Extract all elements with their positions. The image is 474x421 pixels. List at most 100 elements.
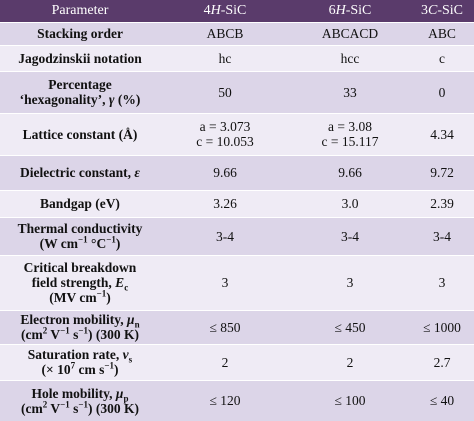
header-cell: 6H-SiC — [290, 0, 410, 22]
cell-line: ≤ 120 — [209, 393, 241, 409]
text-piece: Hole mobility, — [31, 385, 116, 401]
parameter-cell: Thermal conductivity (W cm−1 °C−1) — [0, 216, 160, 255]
cell-line: Jagodzinskii notation — [18, 50, 142, 66]
cell-line: ≤ 40 — [429, 393, 455, 409]
cell-line: 9.66 — [338, 165, 362, 180]
parameter-cell: Electron mobility, μn (cm2 V−1 s−1) (300 … — [0, 309, 160, 344]
value-cell: ABCB — [160, 21, 290, 45]
text-piece: cm s — [75, 362, 105, 377]
value-cell: 50 — [160, 70, 290, 113]
text-piece: V — [47, 327, 61, 342]
value-cell: 33 — [290, 70, 410, 113]
cell-line: (× 107 cm s−1) — [2, 361, 158, 377]
text-piece: s — [69, 400, 79, 416]
subscript: c — [124, 282, 129, 293]
value-cell: 9.72 — [410, 154, 474, 190]
parameter-cell: Saturation rate, vs (× 107 cm s−1) — [0, 343, 160, 380]
table-row: Lattice constant (Å) a = 3.073 c = 10.053 a… — [0, 112, 474, 155]
value-cell: ≤ 120 — [160, 379, 290, 421]
cell-line: 4.34 — [430, 126, 454, 142]
text-piece: s — [69, 327, 79, 342]
cell-line: field strength, Ec — [2, 275, 158, 293]
text-piece: Electron mobility, — [20, 312, 128, 327]
value-cell: 3 — [410, 254, 474, 310]
cell-line: ABCB — [206, 26, 244, 41]
value-cell: 3-4 — [290, 216, 410, 255]
table-row: Stacking order ABCB ABCACD ABC — [0, 21, 474, 45]
text-piece: -SiC — [345, 3, 372, 19]
italic-piece: μ — [127, 312, 135, 327]
value-cell: ≤ 1000 — [410, 309, 474, 344]
superscript: −1 — [78, 325, 89, 336]
cell-line: 50 — [218, 84, 232, 100]
superscript: −1 — [60, 325, 70, 336]
superscript: −1 — [78, 234, 88, 245]
parameter-cell: Jagodzinskii notation — [0, 44, 160, 71]
cell-line: ≤ 450 — [334, 319, 366, 335]
text-piece: -SiC — [220, 3, 247, 19]
cell-line: Electron mobility, μn — [2, 312, 158, 329]
value-cell: 2.7 — [410, 343, 474, 380]
cell-line: 4H-SiC — [162, 3, 288, 18]
cell-line: (cm2 V−1 s−1) (300 K) — [2, 399, 158, 416]
cell-line: c — [439, 50, 445, 66]
cell-line: Bandgap (eV) — [40, 196, 120, 211]
parameter-cell: Stacking order — [0, 21, 160, 45]
value-cell: ≤ 100 — [290, 379, 410, 421]
superscript: −1 — [106, 234, 116, 245]
cell-line: 3C-SiC — [412, 3, 472, 18]
parameter-cell: Critical breakdown field strength, Ec (MV … — [0, 254, 160, 310]
text-piece: ‘hexagonality’, — [19, 92, 109, 107]
value-cell: ABCACD — [290, 21, 410, 45]
value-cell: 2 — [290, 343, 410, 380]
text-piece: ) — [113, 362, 119, 377]
italic-piece: H — [335, 3, 346, 19]
value-cell: 3 — [290, 254, 410, 310]
parameter-cell: Lattice constant (Å) — [0, 112, 160, 155]
cell-line: Thermal conductivity — [17, 221, 143, 236]
value-cell: 9.66 — [160, 154, 290, 190]
cell-line: c = 10.053 — [196, 134, 254, 149]
cell-line: 33 — [343, 84, 357, 100]
text-piece: Dielectric constant, — [20, 165, 135, 180]
superscript: 2 — [42, 325, 48, 336]
header-cell: Parameter — [0, 0, 160, 22]
text-piece: °C — [87, 236, 107, 251]
italic-piece: E — [115, 275, 125, 290]
value-cell: 3-4 — [160, 216, 290, 255]
table-header: Parameter 4H-SiC 6H-SiC 3C-SiC — [0, 0, 474, 22]
text-piece: ) — [115, 236, 121, 251]
cell-line: 2.7 — [433, 354, 451, 370]
italic-piece: H — [210, 3, 221, 19]
superscript: −1 — [60, 399, 70, 410]
value-cell: hcc — [290, 44, 410, 71]
cell-line: ≤ 100 — [334, 393, 366, 409]
value-cell: 3.0 — [290, 189, 410, 217]
cell-line: (MV cm−1) — [2, 289, 158, 305]
value-cell: c — [410, 44, 474, 71]
cell-line: (cm2 V−1 s−1) (300 K) — [2, 325, 158, 342]
table-row: Hole mobility, μp (cm2 V−1 s−1) (300 K) ≤ … — [0, 379, 474, 421]
value-cell: 3-4 — [410, 216, 474, 255]
cell-line: 3-4 — [341, 228, 359, 244]
cell-line: 3.26 — [213, 196, 237, 211]
table-row: Thermal conductivity (W cm−1 °C−1) 3-4 3-4 3… — [0, 216, 474, 255]
table-row: Jagodzinskii notation hc hcc c — [0, 44, 474, 71]
cell-line: 3 — [438, 275, 446, 290]
text-piece: 6 — [328, 3, 336, 19]
cell-line: a = 3.08 — [328, 119, 372, 134]
text-piece: ) (300 K) — [88, 327, 140, 342]
cell-line: Saturation rate, vs — [2, 347, 158, 364]
value-cell: ≤ 850 — [160, 309, 290, 344]
text-piece: (W cm — [39, 236, 79, 251]
cell-line: ABC — [428, 26, 456, 41]
table-row: Critical breakdown field strength, Ec (MV … — [0, 254, 474, 310]
cell-line: (W cm−1 °C−1) — [2, 234, 158, 251]
value-cell: a = 3.08 c = 15.117 — [290, 112, 410, 155]
cell-line: ≤ 1000 — [423, 319, 461, 335]
value-cell: 2 — [160, 343, 290, 380]
table-row: Dielectric constant, ε 9.66 9.66 9.72 — [0, 154, 474, 190]
italic-piece: C — [427, 3, 438, 19]
text-piece: (× 10 — [41, 362, 71, 377]
